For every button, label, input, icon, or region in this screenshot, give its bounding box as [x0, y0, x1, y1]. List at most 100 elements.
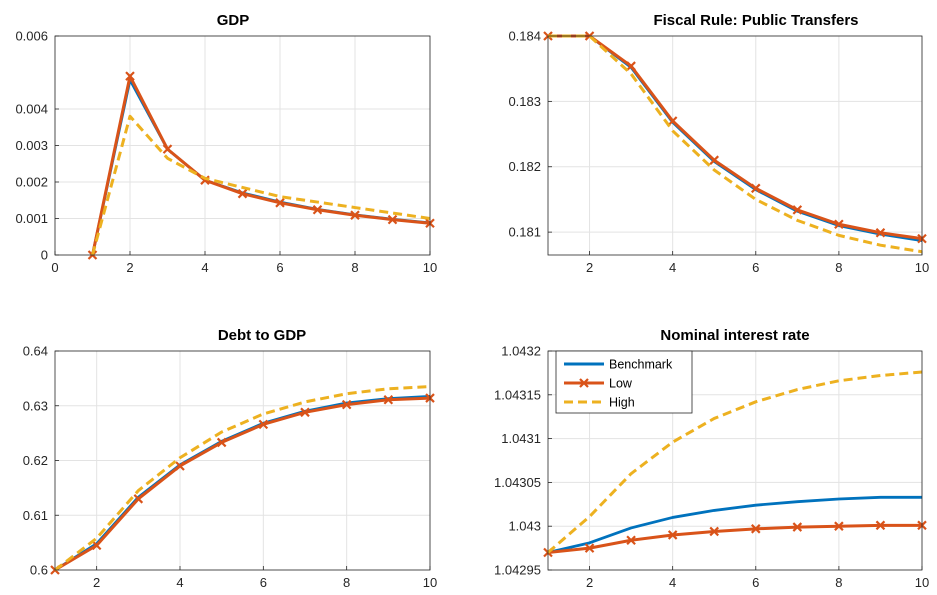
axes-background [548, 36, 922, 255]
y-tick-label: 0.002 [15, 175, 48, 190]
data-point-low [175, 461, 185, 471]
y-tick-label: 0.183 [508, 94, 541, 109]
x-tick-label: 6 [260, 575, 267, 590]
y-tick-label: 1.043 [508, 519, 541, 534]
x-tick-label: 8 [351, 260, 358, 275]
data-point-low [216, 437, 227, 448]
data-point-low [792, 205, 803, 215]
y-tick-label: 0.001 [15, 211, 48, 226]
data-point-low [312, 204, 323, 215]
data-point-low [751, 183, 761, 194]
series-line-high [91, 114, 431, 256]
subplot-title: Nominal interest rate [660, 327, 809, 344]
x-tick-label: 0 [51, 260, 58, 275]
data-point-low [792, 522, 803, 532]
y-tick-label: 0.184 [508, 29, 541, 44]
y-tick-label: 0.006 [15, 29, 48, 44]
series-line-benchmark [547, 495, 922, 554]
data-point-low [709, 155, 719, 165]
data-point-low [341, 399, 352, 410]
y-tick-label: 0.63 [23, 398, 48, 413]
subplot-title: GDP [217, 12, 250, 29]
data-point-low [626, 61, 636, 71]
data-point-low [350, 210, 360, 220]
x-tick-label: 4 [669, 260, 676, 275]
data-point-low [751, 524, 761, 534]
legend-entry-high: High [564, 396, 635, 410]
x-tick-label: 4 [176, 575, 183, 590]
data-point-low [133, 494, 144, 504]
x-tick-label: 2 [586, 260, 593, 275]
data-point-low [834, 219, 844, 230]
series-line-low [547, 523, 922, 554]
data-point-low [709, 526, 719, 537]
data-point-low [667, 116, 678, 126]
y-tick-label: 1.04305 [494, 475, 541, 490]
x-tick-label: 8 [835, 575, 842, 590]
x-tick-label: 2 [126, 260, 133, 275]
x-tick-label: 2 [93, 575, 100, 590]
y-tick-label: 0.61 [23, 508, 48, 523]
x-tick-label: 6 [276, 260, 283, 275]
series-line-low [54, 396, 431, 572]
plot-area-gdp: 0 2 4 6 8 10 0 0.001 0.002 0.003 0.004 0.006 [15, 29, 437, 276]
data-point-low [237, 188, 248, 199]
axes-frame [54, 350, 431, 571]
data-point-low [626, 535, 636, 545]
series-line-low [91, 74, 431, 256]
series-line-high [547, 370, 923, 554]
subplot-debt-to-gdp: Debt to GDP [218, 327, 306, 344]
y-tick-label: 0 [41, 248, 48, 263]
data-point-low [875, 520, 886, 531]
data-point-low [125, 71, 135, 81]
x-tick-label: 6 [752, 575, 759, 590]
data-point-low [91, 540, 102, 551]
x-tick-label: 4 [201, 260, 208, 275]
data-point-low [162, 144, 173, 154]
axes-frame [547, 35, 923, 256]
legend-entry-low: Low [564, 377, 633, 391]
y-tick-label: 0.004 [15, 102, 48, 117]
x-tick-label: 10 [423, 575, 437, 590]
x-tick-label: 8 [835, 260, 842, 275]
data-point-low [584, 543, 595, 553]
y-tick-label: 0.181 [508, 225, 541, 240]
y-tick-label: 0.003 [15, 138, 48, 153]
y-tick-label: 1.0431 [501, 431, 541, 446]
subplot-fiscal-rule: Fiscal Rule: Public Transfers [653, 12, 858, 29]
data-point-low [275, 198, 285, 208]
data-point-low [300, 407, 310, 418]
plot-area-debt-to-gdp: 2 4 6 8 10 0.6 0.61 0.62 0.63 0.64 [23, 344, 438, 591]
legend-label-high: High [609, 396, 635, 410]
subplot-gdp: GDP [217, 12, 250, 29]
x-tick-label: 2 [586, 575, 593, 590]
legend-label-low: Low [609, 377, 633, 391]
legend: Benchmark Low High [555, 350, 693, 414]
y-tick-label: 1.0432 [501, 344, 541, 359]
y-tick-label: 0.64 [23, 344, 48, 359]
x-tick-label: 10 [915, 575, 929, 590]
subplot-title: Fiscal Rule: Public Transfers [653, 12, 858, 29]
x-tick-label: 4 [669, 575, 676, 590]
data-point-low [387, 214, 398, 225]
series-line-high [54, 385, 431, 572]
subplot-title: Debt to GDP [218, 327, 306, 344]
series-line-low [548, 34, 923, 241]
x-tick-label: 10 [915, 260, 929, 275]
plot-area-fiscal-rule: 2 4 6 8 10 0.181 0.182 0.183 0.184 [508, 29, 929, 276]
data-point-low [875, 227, 886, 238]
x-tick-label: 10 [423, 260, 437, 275]
data-point-low [383, 394, 394, 405]
legend-label-benchmark: Benchmark [609, 358, 673, 372]
y-tick-label: 1.04315 [494, 387, 541, 402]
subplot-nominal-interest-rate: Nominal interest rate [660, 327, 809, 344]
legend-entry-benchmark: Benchmark [564, 358, 673, 372]
data-point-low [667, 530, 678, 540]
legend-marker-low [579, 378, 589, 388]
y-tick-label: 0.62 [23, 453, 48, 468]
y-tick-label: 0.182 [508, 159, 541, 174]
axes-frame [547, 350, 923, 571]
x-tick-label: 6 [752, 260, 759, 275]
x-tick-label: 8 [343, 575, 350, 590]
y-tick-label: 0.6 [30, 563, 48, 578]
